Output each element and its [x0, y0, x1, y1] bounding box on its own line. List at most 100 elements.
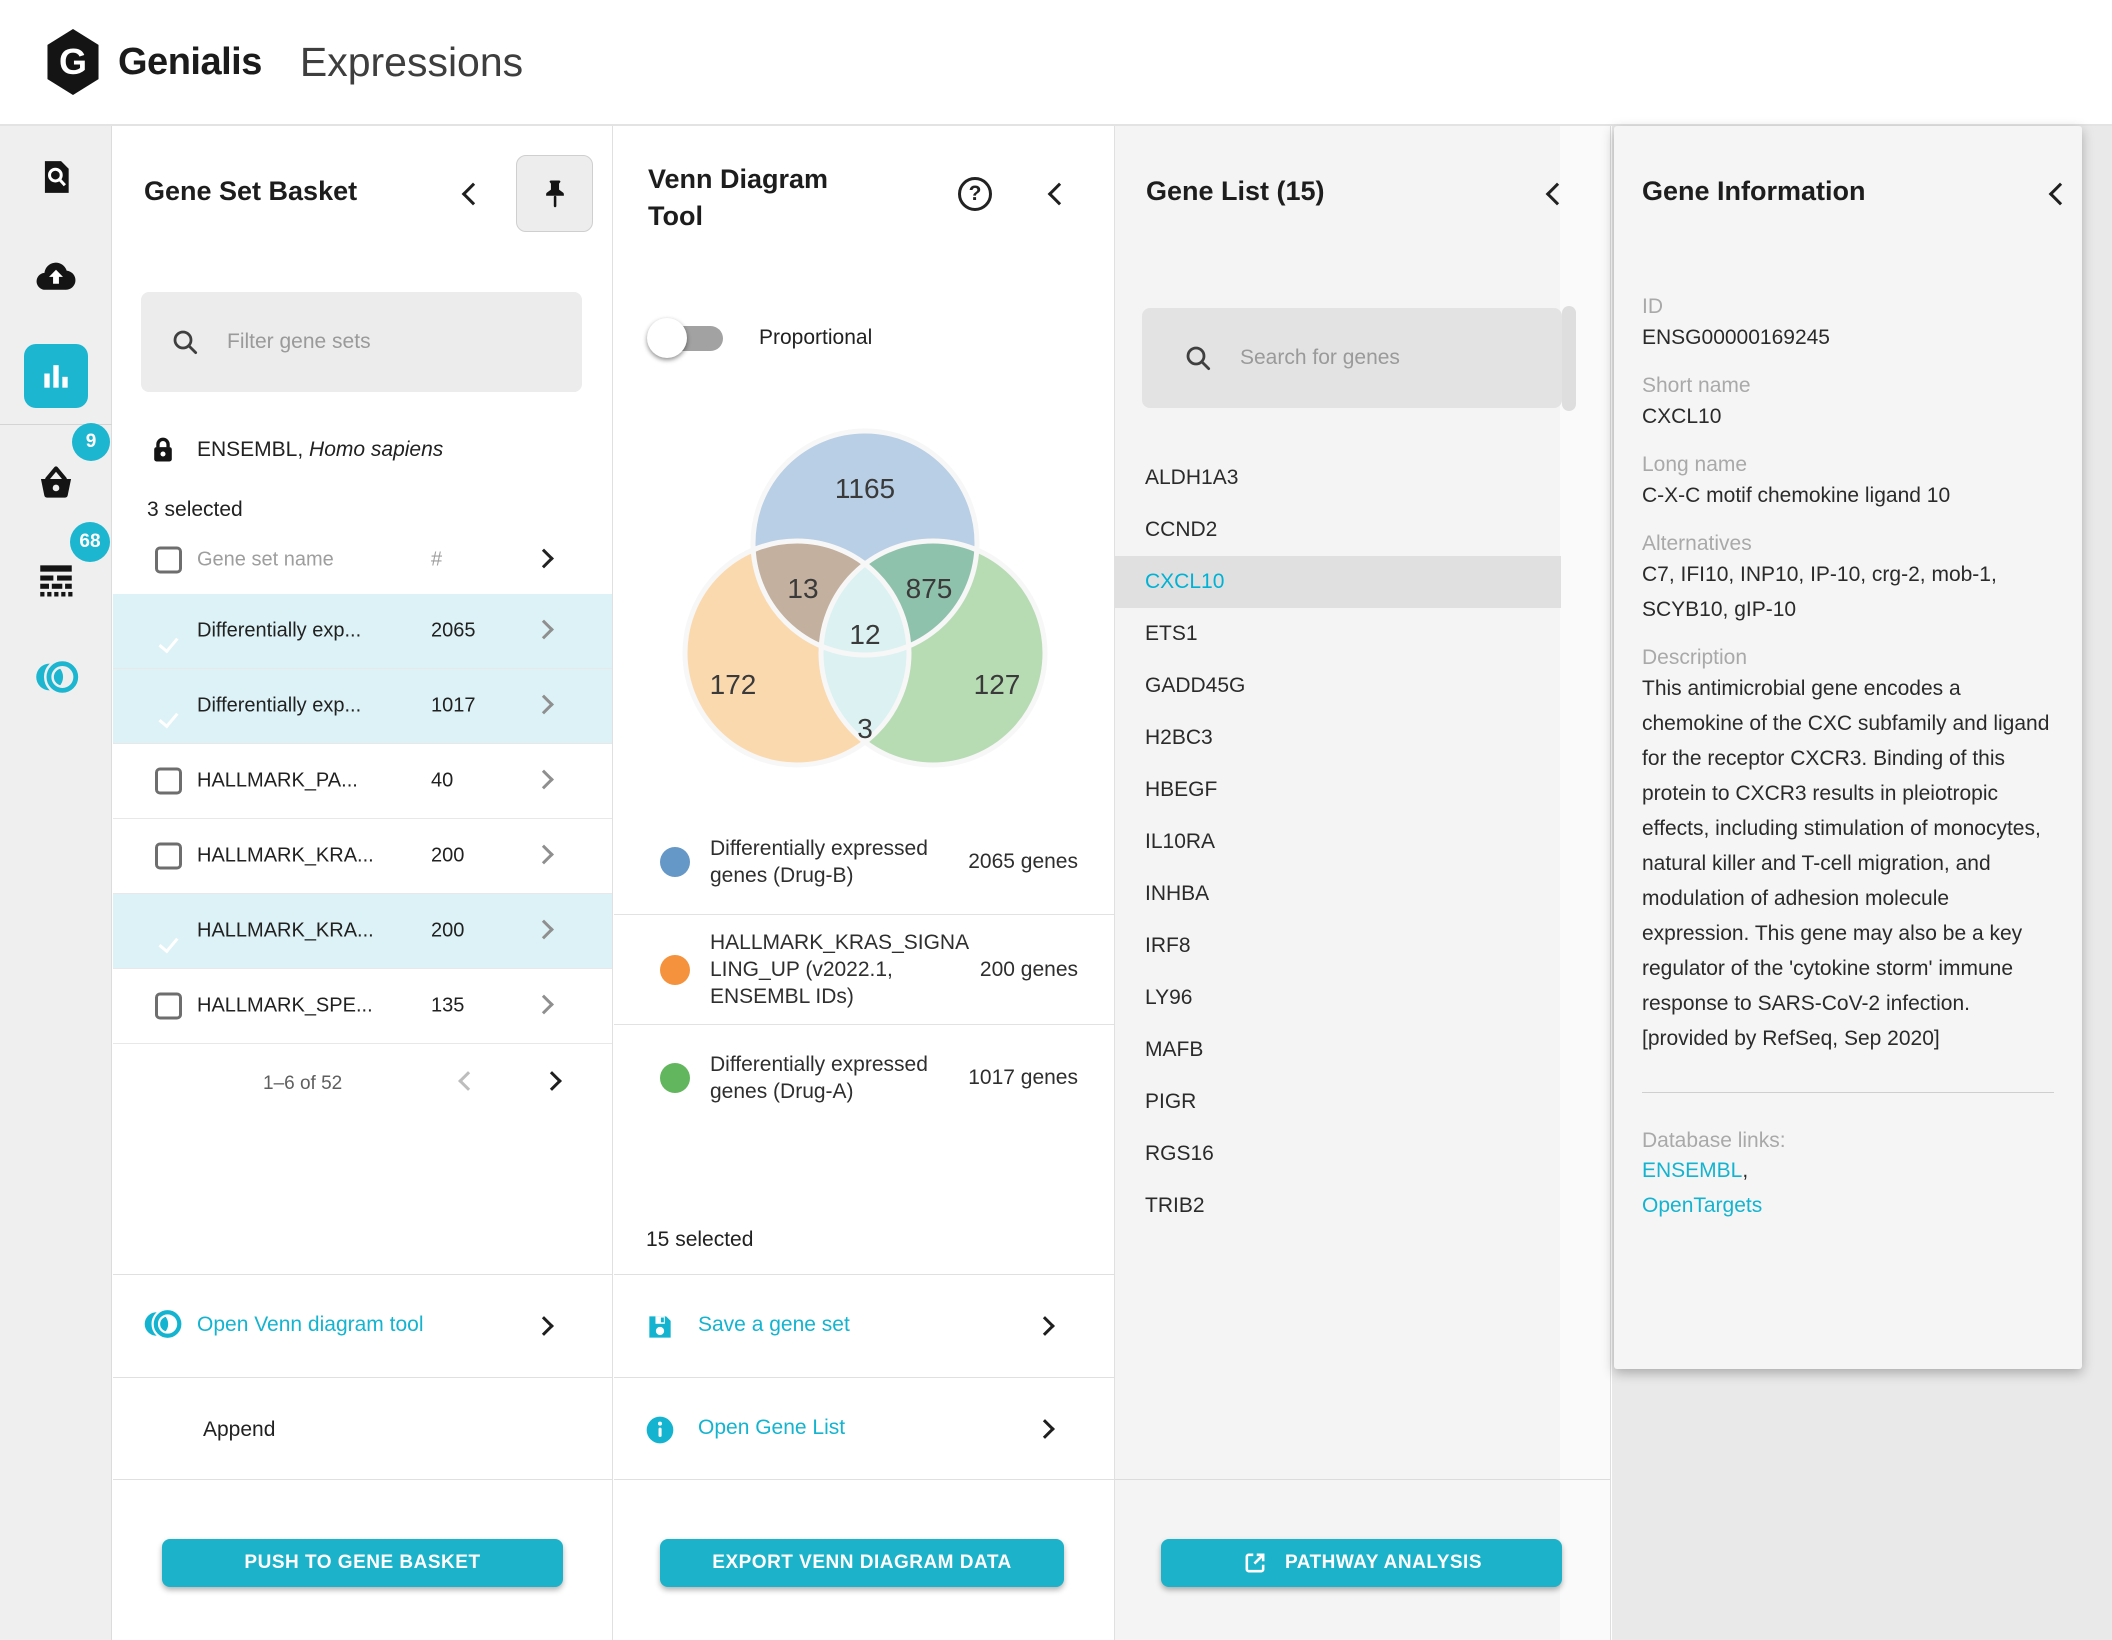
- row-checkbox-unchecked[interactable]: [155, 842, 182, 870]
- gene-list-item[interactable]: IRF8: [1145, 934, 1191, 957]
- legend-dot-orange: [660, 954, 690, 985]
- row-chevron-icon[interactable]: [534, 919, 554, 943]
- external-link-icon: [1241, 1549, 1269, 1577]
- row-chevron-icon[interactable]: [534, 994, 554, 1018]
- help-icon[interactable]: ?: [958, 177, 992, 211]
- venn-count-drugb-druga[interactable]: 875: [906, 573, 953, 604]
- row-checkbox-unchecked[interactable]: [155, 767, 182, 795]
- gene-list-panel: Gene List (15) ALDH1A3 CCND2 CXCL10 ETS1…: [1115, 126, 1611, 1640]
- pin-panel-button[interactable]: [516, 155, 593, 232]
- gene-set-row[interactable]: Differentially exp... 1017: [113, 669, 612, 744]
- gene-list-item[interactable]: ETS1: [1145, 622, 1198, 645]
- gene-list-item[interactable]: INHBA: [1145, 882, 1210, 905]
- venn-count-kras-druga[interactable]: 3: [857, 713, 873, 744]
- legend-count: 200 genes: [979, 957, 1078, 981]
- collapse-venn-panel-icon[interactable]: [1047, 182, 1071, 206]
- select-all-checkbox[interactable]: [155, 546, 182, 574]
- proportional-label: Proportional: [759, 326, 873, 349]
- gene-list-item[interactable]: LY96: [1145, 986, 1193, 1009]
- sidebar-item-expressions-active[interactable]: [0, 344, 112, 408]
- gene-list-item[interactable]: HBEGF: [1145, 778, 1218, 801]
- push-to-gene-basket-button[interactable]: PUSH TO GENE BASKET: [162, 1539, 563, 1587]
- venn-count-kras-only[interactable]: 172: [710, 669, 757, 700]
- gene-set-count: 200: [431, 919, 465, 942]
- legend-dot-blue: [660, 846, 690, 877]
- gene-set-name: HALLMARK_KRA...: [197, 844, 374, 867]
- open-gene-list-link[interactable]: Open Gene List: [698, 1416, 846, 1439]
- legend-item: Differentially expressed genes (Drug-B) …: [614, 809, 1114, 915]
- proportional-toggle[interactable]: [647, 316, 733, 360]
- legend-item: Differentially expressed genes (Drug-A) …: [614, 1025, 1114, 1131]
- venn-count-druga-only[interactable]: 127: [974, 669, 1021, 700]
- gene-set-name: HALLMARK_SPE...: [197, 994, 373, 1017]
- gene-set-count: 1017: [431, 694, 476, 717]
- gene-set-basket-title: Gene Set Basket: [144, 176, 358, 206]
- gene-list-item[interactable]: RGS16: [1145, 1142, 1214, 1165]
- gene-set-count: 2065: [431, 619, 476, 642]
- row-chevron-icon[interactable]: [534, 694, 554, 718]
- gene-set-row[interactable]: HALLMARK_SPE... 135: [113, 969, 612, 1044]
- gene-set-name: Differentially exp...: [197, 619, 362, 642]
- gene-set-row[interactable]: HALLMARK_KRA... 200: [113, 819, 612, 894]
- gene-set-row[interactable]: HALLMARK_PA... 40: [113, 744, 612, 819]
- filter-gene-sets-input[interactable]: [225, 329, 519, 355]
- pagination-prev-icon[interactable]: [458, 1071, 478, 1091]
- venn-diagram[interactable]: 1165 13 875 12 172 127 3: [675, 418, 1055, 790]
- collapse-gene-info-icon[interactable]: [2048, 182, 2072, 206]
- gene-list-scrollbar-thumb[interactable]: [1562, 306, 1576, 411]
- sidebar-item-sample-search[interactable]: [0, 158, 112, 196]
- gene-list-count-badge: 68: [70, 522, 110, 562]
- gene-set-name: HALLMARK_PA...: [197, 769, 358, 792]
- gene-set-row[interactable]: HALLMARK_KRA... 200: [113, 894, 612, 969]
- sidebar-item-venn-tool[interactable]: [0, 660, 112, 694]
- open-venn-chevron-icon[interactable]: [534, 1316, 554, 1336]
- open-gene-list-chevron-icon[interactable]: [1035, 1419, 1055, 1439]
- pagination-next-icon[interactable]: [542, 1071, 562, 1091]
- venn-count-all-three[interactable]: 12: [849, 619, 880, 650]
- gene-list-item[interactable]: GADD45G: [1145, 674, 1246, 697]
- open-gene-list-row[interactable]: Open Gene List: [614, 1377, 1114, 1480]
- search-genes-input[interactable]: [1238, 345, 1532, 371]
- save-gene-set-row[interactable]: Save a gene set: [614, 1274, 1114, 1378]
- row-chevron-icon[interactable]: [534, 769, 554, 793]
- row-chevron-icon[interactable]: [534, 844, 554, 868]
- row-checkbox-unchecked[interactable]: [155, 992, 182, 1020]
- gene-list-item-selected[interactable]: CXCL10: [1115, 556, 1561, 608]
- save-chevron-icon[interactable]: [1035, 1316, 1055, 1336]
- database-links-label: Database links:: [1642, 1129, 1786, 1152]
- row-chevron-icon[interactable]: [534, 619, 554, 643]
- opentargets-link[interactable]: OpenTargets: [1642, 1194, 1763, 1217]
- gene-list-item[interactable]: H2BC3: [1145, 726, 1213, 749]
- sidebar-item-gene-basket[interactable]: [0, 461, 112, 503]
- venn-count-drugb-only[interactable]: 1165: [835, 473, 895, 504]
- legend-count: 2065 genes: [968, 849, 1078, 873]
- gene-list-item[interactable]: PIGR: [1145, 1090, 1197, 1113]
- ensembl-link[interactable]: ENSEMBL: [1642, 1159, 1743, 1182]
- sidebar-item-upload[interactable]: [0, 254, 112, 298]
- pathway-analysis-button[interactable]: PATHWAY ANALYSIS: [1161, 1539, 1562, 1587]
- gene-list-item[interactable]: ALDH1A3: [1145, 466, 1239, 489]
- collapse-basket-panel-icon[interactable]: [461, 182, 485, 206]
- header-expand-icon[interactable]: [534, 548, 554, 572]
- gene-set-row[interactable]: Differentially exp... 2065: [113, 594, 612, 669]
- gene-list-scrollbar-track[interactable]: [1560, 126, 1610, 1640]
- field-value-description: This antimicrobial gene encodes a chemok…: [1642, 677, 2050, 1050]
- open-venn-row[interactable]: Open Venn diagram tool: [113, 1274, 612, 1378]
- toggle-thumb: [647, 318, 687, 358]
- gene-list-item[interactable]: TRIB2: [1145, 1194, 1205, 1217]
- open-venn-link[interactable]: Open Venn diagram tool: [197, 1313, 424, 1336]
- legend-item: HALLMARK_KRAS_SIGNALING_UP (v2022.1, ENS…: [614, 915, 1114, 1025]
- save-gene-set-link[interactable]: Save a gene set: [698, 1313, 850, 1336]
- sidebar-item-gene-lists[interactable]: [0, 558, 112, 600]
- info-icon: [644, 1414, 676, 1446]
- save-icon: [644, 1311, 676, 1343]
- field-value-alternatives: C7, IFI10, INP10, IP-10, crg-2, mob-1, S…: [1642, 563, 1997, 621]
- gene-list-item[interactable]: MAFB: [1145, 1038, 1204, 1061]
- export-venn-data-button[interactable]: EXPORT VENN DIAGRAM DATA: [660, 1539, 1064, 1587]
- gene-list-item[interactable]: CCND2: [1145, 518, 1218, 541]
- field-value-short-name: CXCL10: [1642, 405, 1722, 428]
- venn-count-drugb-kras[interactable]: 13: [787, 573, 818, 604]
- gene-list-item[interactable]: IL10RA: [1145, 830, 1216, 853]
- brand-name: Genialis: [118, 40, 262, 83]
